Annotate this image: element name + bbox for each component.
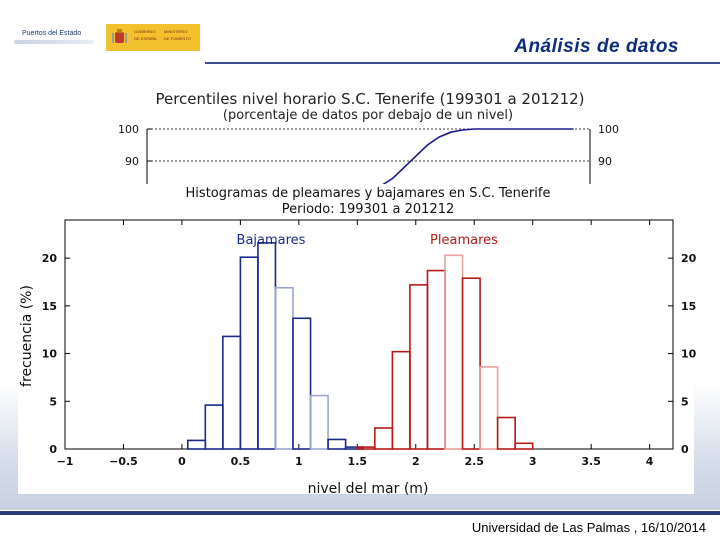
x-tick-label: 2 [412, 455, 420, 468]
y-tick-label-right: 5 [681, 395, 689, 408]
x-tick-label: 0.5 [231, 455, 251, 468]
chart-canvas: Percentiles nivel horario S.C. Tenerife … [18, 84, 697, 497]
percentile-panel-bg [118, 84, 628, 186]
logo-gov-line-4: DE FOMENTO [164, 36, 191, 41]
pleamares-bar [496, 416, 516, 450]
y-tick-label-right: 10 [681, 348, 697, 361]
x-axis-label: nivel del mar (m) [308, 481, 429, 497]
x-tick-label: 2.5 [464, 455, 484, 468]
logo-gov-line-2: DE ESPAÑA [134, 36, 157, 41]
percentile-y-tick-label-right: 100 [598, 123, 619, 136]
x-tick-label: 1 [295, 455, 303, 468]
bajamares-bar [292, 317, 312, 450]
puertos-del-estado-logo: Puertos del Estado [14, 26, 96, 48]
x-tick-label: 1.5 [348, 455, 368, 468]
y-axis-label: frecuencia (%) [19, 285, 35, 387]
histogram-panel-bg [18, 184, 694, 494]
percentile-y-tick-label-right: 90 [598, 155, 612, 168]
x-tick-label: 4 [646, 455, 654, 468]
gobierno-de-espana-logo: GOBIERNO DE ESPAÑA MINISTERIO DE FOMENTO [106, 24, 200, 51]
x-tick-label: 0 [178, 455, 186, 468]
bajamares-bar [344, 446, 364, 450]
y-tick-label-right: 20 [681, 252, 697, 265]
logo-gov-line-1: GOBIERNO [134, 29, 156, 34]
y-tick-label-right: 0 [681, 443, 689, 456]
percentile-y-tick-label: 90 [125, 155, 139, 168]
legend-pleamares: Pleamares [430, 233, 498, 248]
x-tick-label: 3 [529, 455, 537, 468]
y-tick-label: 5 [49, 395, 57, 408]
histogram-subtitle: Periodo: 199301 a 201212 [282, 202, 455, 217]
x-tick-label: −1 [57, 455, 74, 468]
percentile-line [380, 128, 574, 187]
pleamares-bar [461, 277, 481, 450]
y-tick-label: 10 [42, 348, 58, 361]
pleamares-bar [479, 366, 499, 450]
histogram-bars [186, 242, 534, 450]
header-rule [205, 62, 720, 64]
logo-wave-icon [14, 40, 94, 44]
legend-bajamares: Bajamares [237, 233, 306, 248]
y-tick-label: 0 [49, 443, 57, 456]
percentile-y-tick-label: 100 [118, 123, 139, 136]
logo-gov-line-3: MINISTERIO [164, 29, 188, 34]
coat-of-arms-icon [112, 29, 127, 43]
x-tick-label: −0.5 [109, 455, 138, 468]
bajamares-bar [309, 394, 329, 450]
histogram-title: Histogramas de pleamares y bajamares en … [186, 186, 551, 201]
logo-ports-text: Puertos del Estado [22, 30, 82, 37]
percentile-axes: 90 90 100 100 [118, 123, 619, 186]
footer-band [0, 511, 720, 515]
y-tick-label: 20 [42, 252, 58, 265]
bajamares-bar [327, 438, 347, 450]
page-title: Análisis de datos [514, 36, 679, 57]
x-tick-label: 3.5 [581, 455, 601, 468]
y-tick-label: 15 [42, 300, 57, 313]
percentile-title: Percentiles nivel horario S.C. Tenerife … [155, 90, 584, 108]
footer-text: Universidad de Las Palmas , 16/10/2014 [471, 520, 706, 535]
pleamares-bar [514, 442, 534, 450]
percentile-subtitle: (porcentaje de datos por debajo de un ni… [223, 108, 513, 123]
y-tick-label-right: 15 [681, 300, 696, 313]
